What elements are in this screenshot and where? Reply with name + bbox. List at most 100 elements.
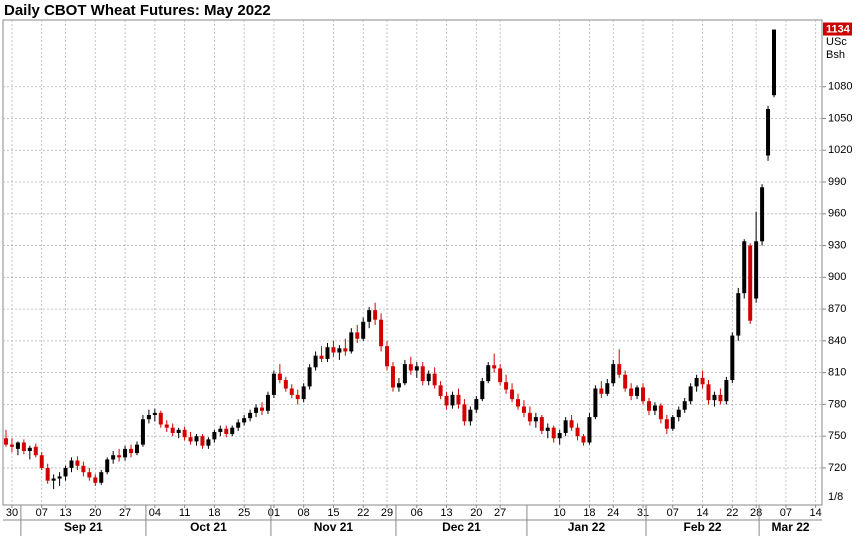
candle-body <box>605 383 610 394</box>
y-tick-label: 1080 <box>828 81 852 93</box>
candle-body <box>206 439 211 446</box>
candle-body <box>718 394 723 402</box>
candle-body <box>408 364 413 371</box>
candle-body <box>635 387 640 396</box>
candle-body <box>146 414 151 420</box>
candle-body <box>480 381 485 400</box>
candle-body <box>367 310 372 322</box>
month-label: Dec 21 <box>442 520 481 534</box>
candle-body <box>492 365 497 369</box>
candle-body <box>254 407 259 413</box>
candle-body <box>676 409 681 418</box>
candle-body <box>450 394 455 406</box>
x-tick-label: 07 <box>780 507 792 519</box>
candle-body <box>754 241 759 299</box>
candle-body <box>111 455 116 460</box>
candle-body <box>468 409 473 422</box>
y-tick-label: 780 <box>828 398 846 410</box>
unit-label: Bsh <box>826 49 845 61</box>
candle-body <box>462 404 467 422</box>
candle-body <box>4 438 8 445</box>
candle-body <box>313 355 318 368</box>
y-tick-label: 870 <box>828 303 846 315</box>
candle-body <box>265 394 270 411</box>
candle-body <box>117 455 122 458</box>
candle-body <box>772 29 776 96</box>
candle-body <box>301 386 306 400</box>
candle-body <box>390 366 395 388</box>
candle-body <box>182 429 187 438</box>
month-label: Jan 22 <box>568 520 606 534</box>
candle-body <box>129 448 134 454</box>
candle-body <box>373 310 378 320</box>
x-tick-label: 24 <box>607 507 619 519</box>
x-tick-label: 20 <box>470 507 482 519</box>
candle-body <box>123 448 128 458</box>
candle-body <box>629 388 634 396</box>
candle-body <box>694 377 699 387</box>
candle-body <box>170 427 175 433</box>
x-tick-label: 31 <box>637 507 649 519</box>
candle-body <box>748 245 753 321</box>
candle-body <box>581 436 586 443</box>
x-tick-label: 11 <box>179 507 190 519</box>
candle-body <box>682 401 687 410</box>
candle-body <box>474 399 479 410</box>
candle-body <box>343 348 348 352</box>
candle-body <box>134 444 139 454</box>
candle-body <box>271 373 276 395</box>
candle-body <box>93 477 98 483</box>
y-tick-label: 990 <box>828 176 846 188</box>
x-tick-label: 30 <box>6 507 18 519</box>
candle-body <box>575 427 580 437</box>
candle-body <box>140 419 145 445</box>
y-tick-label: 750 <box>828 430 846 442</box>
candle-body <box>736 293 741 336</box>
candle-body <box>700 377 705 385</box>
candle-body <box>33 446 38 456</box>
candle-body <box>331 347 336 353</box>
candle-body <box>623 374 628 389</box>
y-tick-label: 930 <box>828 239 846 251</box>
candle-body <box>569 420 574 428</box>
candle-body <box>539 417 544 431</box>
candle-body <box>355 332 360 339</box>
month-label: Nov 21 <box>314 520 354 534</box>
candle-body <box>521 406 526 413</box>
candle-body <box>289 388 294 395</box>
x-tick-label: 14 <box>810 507 822 519</box>
candle-body <box>426 373 431 382</box>
x-tick-label: 15 <box>327 507 339 519</box>
candle-body <box>361 321 366 339</box>
month-label: Sep 21 <box>64 520 103 534</box>
candle-body <box>456 394 461 405</box>
candle-body <box>533 417 538 422</box>
x-tick-label: 14 <box>696 507 708 519</box>
candle-body <box>99 472 104 483</box>
candle-body <box>152 412 157 415</box>
candle-body <box>688 386 693 402</box>
candle-body <box>194 436 199 442</box>
candle-body <box>15 442 20 449</box>
candle-body <box>611 364 616 384</box>
candle-body <box>75 460 80 466</box>
candle-body <box>379 319 384 347</box>
x-tick-label: 18 <box>208 507 220 519</box>
y-tick-label: 720 <box>828 462 846 474</box>
candle-body <box>337 348 342 353</box>
x-tick-label: 04 <box>149 507 161 519</box>
x-tick-label: 07 <box>36 507 48 519</box>
candle-body <box>504 382 509 390</box>
y-tick-label: 900 <box>828 271 846 283</box>
x-tick-label: 07 <box>667 507 679 519</box>
candle-body <box>599 388 604 394</box>
candle-body <box>641 387 646 402</box>
candle-body <box>69 460 74 468</box>
candle-body <box>760 187 765 242</box>
candle-body <box>742 241 747 294</box>
candle-body <box>652 405 657 411</box>
candle-body <box>9 444 14 447</box>
candle-body <box>57 476 62 479</box>
x-tick-label: 22 <box>357 507 369 519</box>
